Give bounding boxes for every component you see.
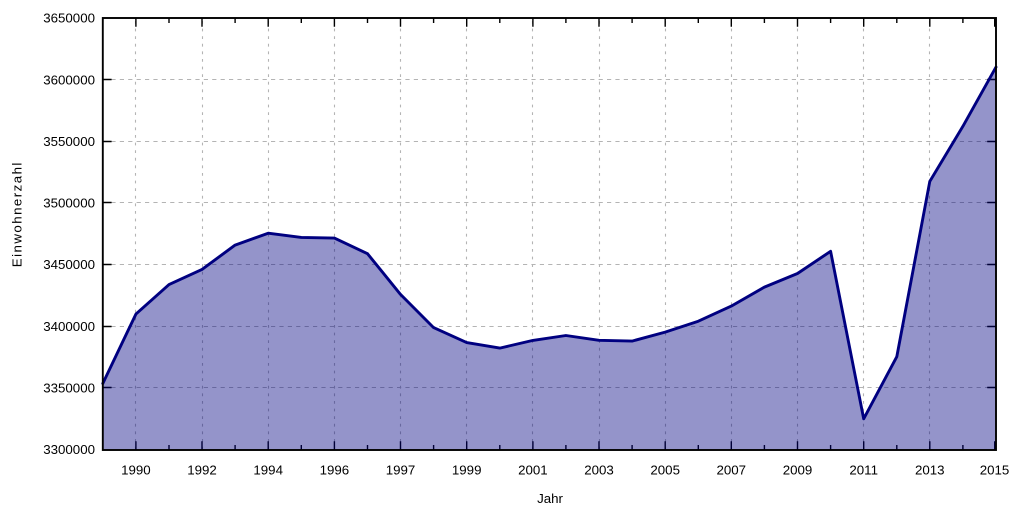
svg-text:2009: 2009 [783,463,813,478]
svg-text:1994: 1994 [253,463,283,478]
svg-text:3450000: 3450000 [43,257,95,272]
svg-text:3300000: 3300000 [43,442,95,457]
svg-text:Jahr: Jahr [537,491,563,506]
svg-text:2015: 2015 [980,463,1010,478]
svg-text:1999: 1999 [452,463,482,478]
svg-text:1992: 1992 [187,463,217,478]
svg-text:2011: 2011 [849,463,878,478]
svg-text:2013: 2013 [915,463,945,478]
svg-text:1990: 1990 [121,463,151,478]
svg-text:3500000: 3500000 [43,196,95,211]
svg-text:3650000: 3650000 [43,11,95,26]
svg-text:2003: 2003 [584,463,614,478]
svg-text:3550000: 3550000 [43,134,95,149]
svg-text:2001: 2001 [518,463,548,478]
svg-text:3350000: 3350000 [43,381,95,396]
svg-text:2007: 2007 [717,463,747,478]
svg-text:1996: 1996 [320,463,350,478]
svg-text:Einwohnerzahl: Einwohnerzahl [10,161,25,267]
svg-text:3400000: 3400000 [43,319,95,334]
svg-text:1997: 1997 [386,463,416,478]
svg-text:2005: 2005 [650,463,680,478]
svg-text:3600000: 3600000 [43,72,95,87]
